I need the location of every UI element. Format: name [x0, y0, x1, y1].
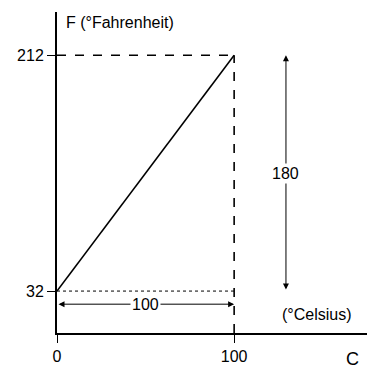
svg-text:100: 100 — [132, 296, 159, 313]
svg-text:212: 212 — [17, 47, 44, 64]
svg-text:32: 32 — [26, 283, 44, 300]
svg-text:180: 180 — [272, 165, 299, 182]
svg-text:F (°Fahrenheit): F (°Fahrenheit) — [66, 14, 174, 31]
svg-text:0: 0 — [53, 348, 62, 365]
svg-text:(°Celsius): (°Celsius) — [282, 306, 352, 323]
svg-text:100: 100 — [221, 348, 248, 365]
svg-text:C: C — [346, 349, 359, 369]
